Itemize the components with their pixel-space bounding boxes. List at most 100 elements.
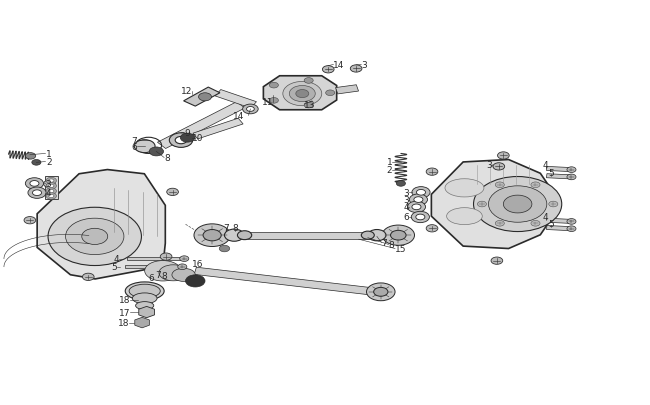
Text: 5: 5 <box>112 262 118 272</box>
Text: 8: 8 <box>233 224 239 233</box>
Circle shape <box>246 107 254 112</box>
Circle shape <box>283 82 322 107</box>
Circle shape <box>28 188 46 199</box>
Text: 8: 8 <box>164 153 170 162</box>
Text: 3: 3 <box>487 161 492 170</box>
Circle shape <box>30 181 39 187</box>
Circle shape <box>497 152 509 160</box>
Ellipse shape <box>125 282 164 301</box>
Ellipse shape <box>172 269 195 282</box>
Circle shape <box>567 219 576 225</box>
Circle shape <box>269 83 278 89</box>
Text: 16: 16 <box>192 259 203 269</box>
Circle shape <box>495 221 504 226</box>
Circle shape <box>49 190 54 193</box>
Circle shape <box>374 288 388 296</box>
Circle shape <box>549 202 558 207</box>
Circle shape <box>350 66 362 73</box>
Text: 6: 6 <box>404 213 410 222</box>
Circle shape <box>203 230 221 241</box>
Text: 9: 9 <box>184 129 190 138</box>
Circle shape <box>289 86 315 102</box>
Circle shape <box>194 224 230 247</box>
Circle shape <box>477 202 486 207</box>
Ellipse shape <box>150 147 164 156</box>
Circle shape <box>46 178 57 184</box>
Text: 6: 6 <box>149 273 155 282</box>
Circle shape <box>411 212 430 223</box>
Text: 8: 8 <box>389 241 395 249</box>
Ellipse shape <box>447 208 482 225</box>
Polygon shape <box>547 219 572 224</box>
Circle shape <box>426 168 438 176</box>
Circle shape <box>382 226 415 246</box>
Text: 3: 3 <box>404 196 410 205</box>
Text: 4: 4 <box>404 203 410 212</box>
Circle shape <box>32 190 42 196</box>
Polygon shape <box>135 318 150 328</box>
Circle shape <box>32 160 41 166</box>
Circle shape <box>170 134 192 148</box>
Text: 7: 7 <box>224 223 229 232</box>
Circle shape <box>219 246 229 252</box>
Circle shape <box>180 134 194 143</box>
Text: 15: 15 <box>395 245 406 254</box>
Circle shape <box>495 183 504 188</box>
Circle shape <box>48 208 142 266</box>
Circle shape <box>46 193 57 200</box>
Circle shape <box>416 215 425 220</box>
Ellipse shape <box>133 293 157 304</box>
Circle shape <box>44 181 55 188</box>
Polygon shape <box>432 160 556 249</box>
Polygon shape <box>125 265 180 269</box>
Polygon shape <box>263 77 337 111</box>
Text: 11: 11 <box>261 98 273 107</box>
Text: 18: 18 <box>119 296 131 305</box>
Polygon shape <box>547 226 572 231</box>
Polygon shape <box>127 258 182 261</box>
Circle shape <box>491 258 502 264</box>
Circle shape <box>408 202 426 213</box>
Circle shape <box>367 283 395 301</box>
Circle shape <box>391 231 406 241</box>
Circle shape <box>503 196 532 213</box>
Polygon shape <box>547 167 572 172</box>
Polygon shape <box>183 88 220 107</box>
Circle shape <box>161 254 172 261</box>
Text: 12: 12 <box>181 87 192 96</box>
Polygon shape <box>45 176 58 199</box>
Ellipse shape <box>368 230 386 241</box>
Circle shape <box>567 167 576 173</box>
Text: 2: 2 <box>387 166 393 175</box>
Ellipse shape <box>135 141 155 153</box>
Circle shape <box>25 153 36 160</box>
Circle shape <box>493 163 504 171</box>
Ellipse shape <box>237 231 252 240</box>
Circle shape <box>488 186 547 223</box>
Text: 5: 5 <box>548 220 554 229</box>
Polygon shape <box>226 232 389 239</box>
Circle shape <box>46 183 57 190</box>
Circle shape <box>531 183 540 188</box>
Circle shape <box>304 79 313 84</box>
Text: 4: 4 <box>543 213 549 222</box>
Circle shape <box>417 190 426 196</box>
Ellipse shape <box>129 285 161 298</box>
Text: 6: 6 <box>131 142 137 151</box>
Circle shape <box>66 219 124 255</box>
Polygon shape <box>138 307 155 318</box>
Text: 17: 17 <box>119 308 131 317</box>
Text: 4: 4 <box>543 161 549 170</box>
Circle shape <box>531 221 540 226</box>
Text: 10: 10 <box>192 134 203 143</box>
Ellipse shape <box>136 302 154 310</box>
Polygon shape <box>194 268 376 296</box>
Circle shape <box>304 103 313 109</box>
Polygon shape <box>547 174 572 179</box>
Ellipse shape <box>445 179 484 198</box>
Polygon shape <box>157 102 245 149</box>
Circle shape <box>49 185 54 188</box>
Text: 1: 1 <box>46 149 52 158</box>
Circle shape <box>410 194 428 206</box>
Circle shape <box>242 105 258 115</box>
